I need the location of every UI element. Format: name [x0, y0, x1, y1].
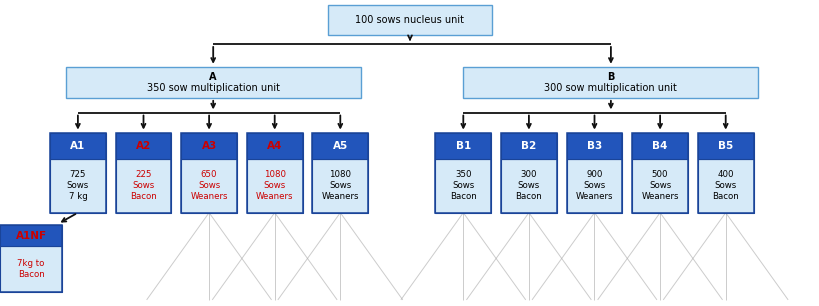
Text: 900
Sows
Weaners: 900 Sows Weaners — [575, 170, 613, 201]
Text: 500
Sows
Weaners: 500 Sows Weaners — [640, 170, 678, 201]
Bar — [1, 246, 62, 292]
Bar — [697, 133, 753, 159]
Text: A5: A5 — [333, 141, 347, 151]
Text: A3: A3 — [201, 141, 216, 151]
Text: A: A — [209, 73, 217, 82]
Text: B3: B3 — [586, 141, 601, 151]
Bar — [500, 133, 556, 213]
Bar — [500, 159, 556, 213]
Bar — [247, 133, 302, 213]
Text: 350 sow multiplication unit: 350 sow multiplication unit — [147, 83, 279, 93]
Text: 1080
Sows
Weaners: 1080 Sows Weaners — [256, 170, 293, 201]
Bar — [631, 133, 687, 159]
Bar — [247, 133, 302, 159]
Bar — [50, 159, 106, 213]
Bar — [697, 133, 753, 213]
Text: 100 sows nucleus unit: 100 sows nucleus unit — [355, 15, 464, 25]
Text: 225
Sows
Bacon: 225 Sows Bacon — [130, 170, 156, 201]
Bar — [463, 67, 758, 98]
Bar — [328, 5, 491, 35]
Bar — [115, 133, 171, 213]
Text: B5: B5 — [717, 141, 732, 151]
Text: 300
Sows
Bacon: 300 Sows Bacon — [515, 170, 541, 201]
Bar — [566, 133, 622, 159]
Bar — [566, 159, 622, 213]
Text: B4: B4 — [652, 141, 667, 151]
Bar — [1, 225, 62, 246]
Bar — [435, 159, 491, 213]
Text: 650
Sows
Weaners: 650 Sows Weaners — [190, 170, 228, 201]
Text: A2: A2 — [136, 141, 151, 151]
Bar — [312, 133, 368, 159]
Bar — [66, 67, 360, 98]
Bar — [435, 133, 491, 213]
Text: 300 sow multiplication unit: 300 sow multiplication unit — [544, 83, 676, 93]
Bar — [50, 133, 106, 159]
Bar — [181, 133, 237, 213]
Bar — [631, 159, 687, 213]
Bar — [631, 133, 687, 213]
Bar — [500, 133, 556, 159]
Text: B1: B1 — [455, 141, 470, 151]
Text: A1: A1 — [70, 141, 85, 151]
Bar — [697, 159, 753, 213]
Bar — [566, 133, 622, 213]
Text: 400
Sows
Bacon: 400 Sows Bacon — [712, 170, 738, 201]
Bar — [115, 133, 171, 159]
Bar — [435, 133, 491, 159]
Text: A1NF: A1NF — [16, 231, 47, 241]
Bar — [115, 159, 171, 213]
Bar — [312, 133, 368, 213]
Text: B: B — [607, 73, 613, 82]
Bar — [1, 225, 62, 292]
Text: 7kg to
Bacon: 7kg to Bacon — [17, 259, 45, 279]
Text: 1080
Sows
Weaners: 1080 Sows Weaners — [321, 170, 359, 201]
Bar — [247, 159, 302, 213]
Bar — [181, 133, 237, 159]
Bar — [50, 133, 106, 213]
Text: 350
Sows
Bacon: 350 Sows Bacon — [450, 170, 476, 201]
Text: B2: B2 — [521, 141, 536, 151]
Text: A4: A4 — [267, 141, 282, 151]
Bar — [181, 159, 237, 213]
Text: 725
Sows
7 kg: 725 Sows 7 kg — [66, 170, 89, 201]
Bar — [312, 159, 368, 213]
